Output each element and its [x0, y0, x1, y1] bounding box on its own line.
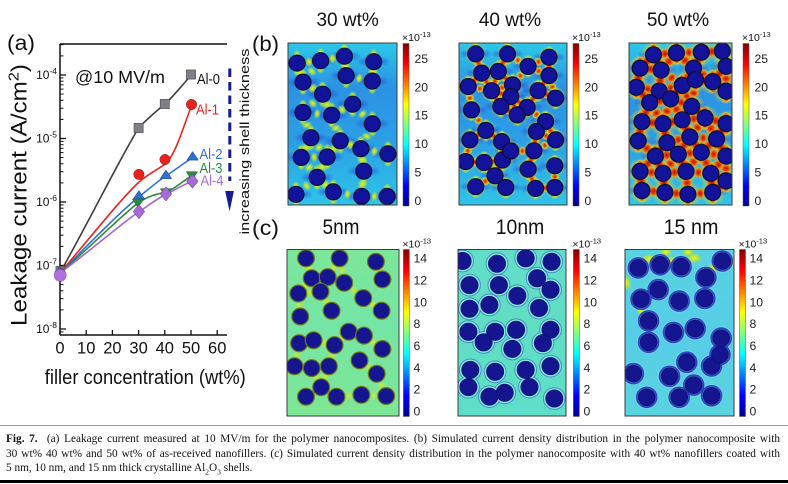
svg-text:10-6: 10-6: [36, 193, 57, 209]
svg-text:20: 20: [103, 340, 121, 358]
svg-text:0: 0: [414, 405, 421, 419]
svg-text:30 wt%: 30 wt%: [316, 10, 378, 31]
svg-text:8: 8: [750, 317, 757, 331]
svg-text:filler concentration (wt%): filler concentration (wt%): [45, 366, 246, 389]
svg-text:Al-1: Al-1: [196, 103, 219, 119]
svg-text:10: 10: [755, 137, 769, 151]
svg-text:4: 4: [414, 361, 421, 375]
svg-text:20: 20: [585, 80, 599, 94]
svg-text:60: 60: [208, 340, 226, 358]
svg-text:12: 12: [584, 274, 598, 288]
svg-text:4: 4: [584, 361, 591, 375]
svg-text:25: 25: [415, 52, 429, 66]
svg-text:15: 15: [415, 109, 429, 123]
svg-text:@10 MV/m: @10 MV/m: [75, 67, 165, 87]
svg-text:0: 0: [55, 340, 64, 358]
svg-text:15 nm: 15 nm: [664, 216, 719, 239]
svg-text:40 wt%: 40 wt%: [479, 10, 541, 31]
svg-text:0: 0: [755, 194, 762, 208]
svg-text:×10-13: ×10-13: [402, 237, 431, 251]
svg-text:15: 15: [755, 109, 769, 123]
svg-text:0: 0: [750, 405, 757, 419]
svg-text:5: 5: [415, 165, 422, 179]
svg-text:5: 5: [755, 165, 762, 179]
svg-text:(a): (a): [7, 31, 35, 55]
svg-text:15: 15: [585, 109, 599, 123]
svg-text:10-8: 10-8: [36, 320, 57, 336]
svg-text:25: 25: [585, 52, 599, 66]
svg-text:10-7: 10-7: [36, 257, 57, 273]
svg-text:Leakage current (A/cm2): Leakage current (A/cm2): [6, 64, 32, 326]
svg-text:Al-2: Al-2: [200, 147, 223, 163]
svg-text:6: 6: [414, 339, 421, 353]
svg-text:10: 10: [584, 295, 598, 309]
svg-text:×10-13: ×10-13: [572, 30, 601, 44]
svg-text:(b): (b): [252, 32, 279, 56]
svg-text:2: 2: [414, 383, 421, 397]
svg-text:0: 0: [585, 194, 592, 208]
svg-text:14: 14: [584, 252, 598, 266]
svg-text:10: 10: [414, 295, 428, 309]
svg-text:5: 5: [585, 165, 592, 179]
svg-text:(c): (c): [252, 216, 279, 240]
svg-text:×10-13: ×10-13: [739, 237, 768, 251]
svg-text:20: 20: [415, 80, 429, 94]
svg-text:50 wt%: 50 wt%: [647, 10, 709, 31]
svg-text:30: 30: [129, 340, 147, 358]
svg-text:Al-4: Al-4: [201, 174, 224, 190]
svg-text:0: 0: [415, 194, 422, 208]
svg-text:10: 10: [750, 295, 764, 309]
svg-text:8: 8: [584, 317, 591, 331]
svg-text:14: 14: [414, 252, 428, 266]
svg-text:Al-3: Al-3: [200, 161, 223, 177]
svg-text:2: 2: [750, 383, 757, 397]
svg-text:20: 20: [755, 80, 769, 94]
svg-text:×10-13: ×10-13: [402, 30, 431, 44]
svg-text:8: 8: [414, 317, 421, 331]
svg-text:12: 12: [414, 274, 428, 288]
svg-text:2: 2: [584, 383, 591, 397]
svg-text:25: 25: [755, 52, 769, 66]
svg-text:×10-13: ×10-13: [742, 30, 771, 44]
svg-text:×10-13: ×10-13: [572, 237, 601, 251]
svg-text:0: 0: [584, 405, 591, 419]
svg-text:10-5: 10-5: [36, 130, 57, 146]
svg-text:40: 40: [156, 340, 174, 358]
svg-text:Al-0: Al-0: [197, 72, 220, 88]
svg-text:increasing shell thickness: increasing shell thickness: [237, 48, 252, 235]
svg-text:10: 10: [585, 137, 599, 151]
svg-text:4: 4: [750, 361, 757, 375]
svg-text:10: 10: [415, 137, 429, 151]
svg-text:6: 6: [750, 339, 757, 353]
svg-text:50: 50: [182, 340, 200, 358]
svg-text:12: 12: [750, 274, 764, 288]
svg-text:10-4: 10-4: [36, 66, 57, 82]
svg-text:5nm: 5nm: [323, 216, 360, 239]
svg-text:10: 10: [77, 340, 95, 358]
svg-text:14: 14: [750, 252, 764, 266]
svg-text:6: 6: [584, 339, 591, 353]
svg-text:10nm: 10nm: [496, 216, 544, 239]
